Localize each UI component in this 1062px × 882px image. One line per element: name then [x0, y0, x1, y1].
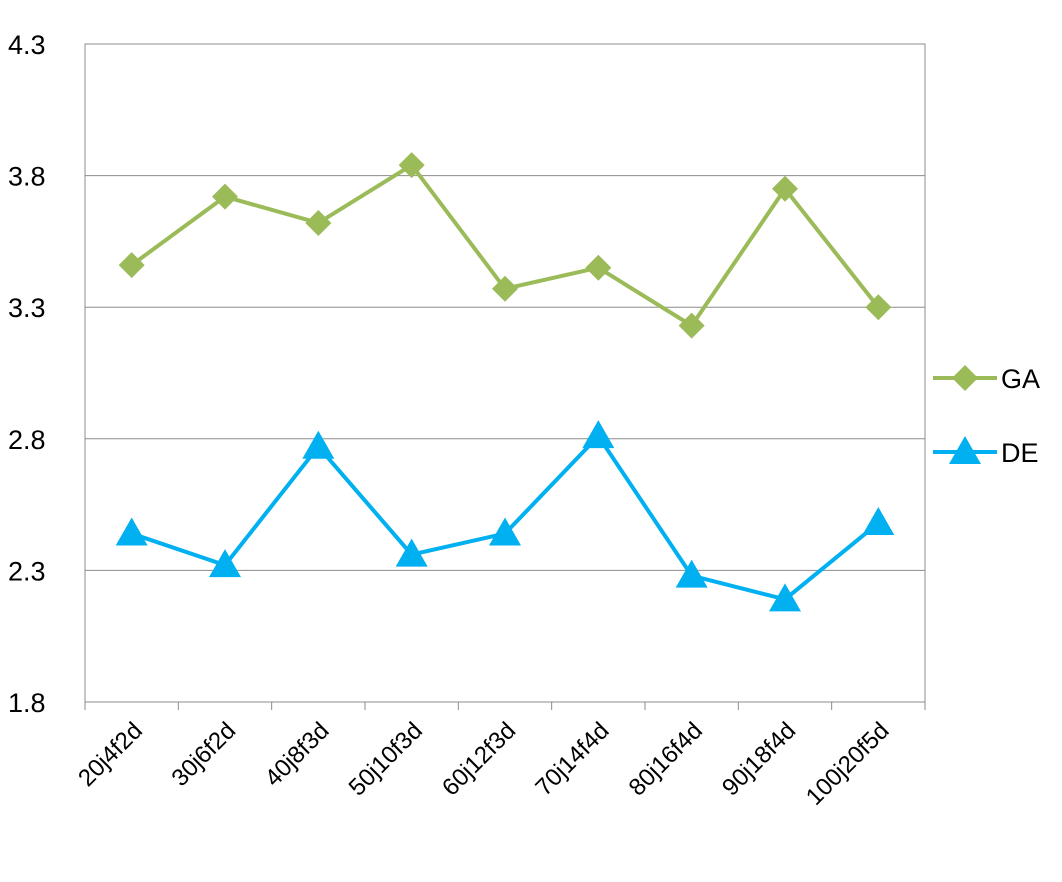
y-tick-label: 3.8	[8, 162, 46, 192]
data-point	[395, 538, 428, 567]
series-de	[115, 420, 895, 612]
data-point	[769, 583, 801, 612]
y-tick-label: 2.3	[8, 556, 46, 586]
series-layer	[115, 152, 895, 612]
data-point	[585, 254, 612, 281]
data-point	[212, 183, 238, 210]
x-axis-ticks: 20j4f2d 30j6f2d 40j8f3d 50j10f3d 60j12f3d 70j…	[73, 702, 926, 811]
y-tick-label: 2.8	[8, 425, 46, 455]
data-point	[302, 430, 335, 459]
data-point	[492, 275, 518, 302]
data-point	[582, 420, 615, 449]
legend: GA DE	[933, 364, 1040, 468]
legend-marker	[952, 365, 978, 391]
x-tick-label: 50j10f3d	[344, 717, 428, 801]
x-tick-label: 70j14f4d	[530, 717, 614, 801]
data-point	[118, 252, 145, 279]
data-point	[675, 559, 708, 588]
y-tick-label: 4.3	[8, 30, 46, 60]
x-tick-label: 60j12f3d	[437, 717, 521, 801]
legend-item-de: DE	[933, 436, 1039, 468]
legend-label: GA	[1001, 364, 1040, 394]
data-point	[772, 175, 798, 202]
legend-label: DE	[1001, 438, 1039, 468]
x-tick-label: 100j20f5d	[801, 717, 895, 811]
gridlines	[85, 43, 925, 703]
data-point	[865, 294, 892, 321]
legend-item-ga: GA	[933, 364, 1040, 394]
data-point	[115, 517, 148, 546]
x-tick-label: 90j18f4d	[717, 717, 801, 801]
legend-marker	[949, 436, 981, 464]
series-ga	[118, 152, 892, 339]
plot-area	[84, 43, 926, 703]
x-tick-label: 30j6f2d	[166, 717, 241, 792]
data-point	[489, 517, 521, 546]
y-axis-ticks: 1.8 2.3 2.8 3.3 3.8 4.3	[8, 30, 46, 718]
x-tick-label: 40j8f3d	[260, 717, 335, 792]
data-point	[398, 152, 425, 179]
x-tick-label: 80j16f4d	[624, 717, 708, 801]
data-point	[862, 507, 895, 536]
data-point	[305, 209, 332, 236]
data-point	[209, 549, 241, 578]
y-tick-label: 1.8	[8, 688, 46, 718]
x-tick-label: 20j4f2d	[73, 717, 148, 792]
data-point	[678, 312, 705, 339]
y-tick-label: 3.3	[8, 293, 46, 323]
